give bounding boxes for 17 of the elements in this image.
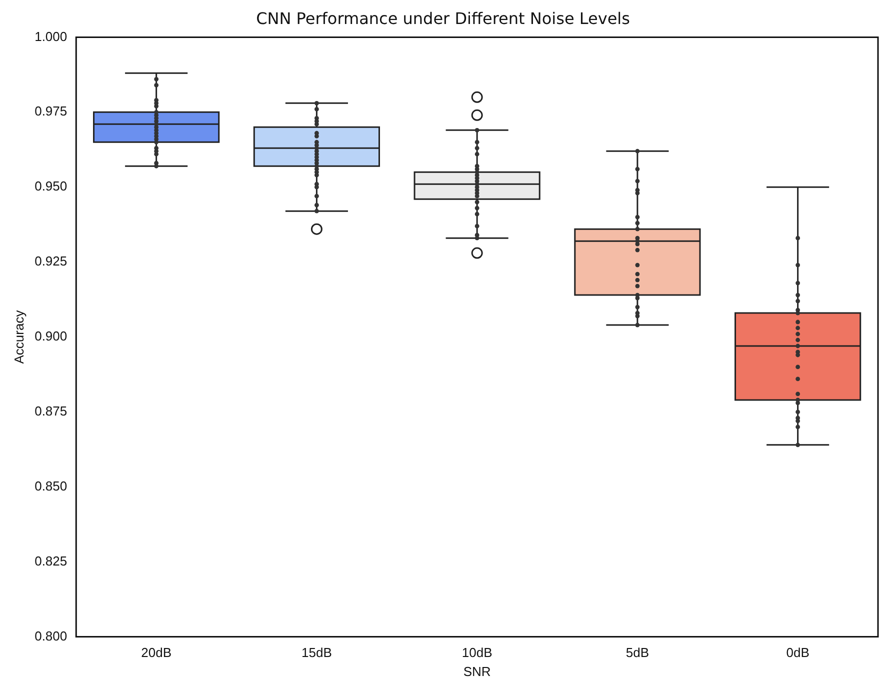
y-tick-label: 0.975 bbox=[34, 104, 68, 119]
y-tick-label: 0.875 bbox=[34, 404, 68, 419]
y-tick-label: 0.825 bbox=[34, 553, 68, 568]
y-tick-label: 1.000 bbox=[34, 28, 68, 44]
x-tick-label: 5dB bbox=[626, 645, 650, 660]
y-tick-label: 0.950 bbox=[34, 178, 68, 194]
chart-title: CNN Performance under Different Noise Levels bbox=[256, 8, 630, 28]
x-tick-label: 20dB bbox=[141, 645, 172, 660]
x-tick-label: 0dB bbox=[786, 645, 810, 660]
x-tick-label: 15dB bbox=[302, 645, 332, 660]
y-tick-label: 0.800 bbox=[34, 628, 68, 644]
y-tick-label: 0.850 bbox=[34, 478, 68, 494]
y-tick-label: 0.925 bbox=[34, 254, 68, 269]
y-tick-label: 0.900 bbox=[34, 328, 68, 344]
x-tick-label: 10dB bbox=[462, 645, 492, 660]
x-axis-title: SNR bbox=[463, 664, 491, 679]
y-axis-title: Accuracy bbox=[11, 310, 26, 364]
